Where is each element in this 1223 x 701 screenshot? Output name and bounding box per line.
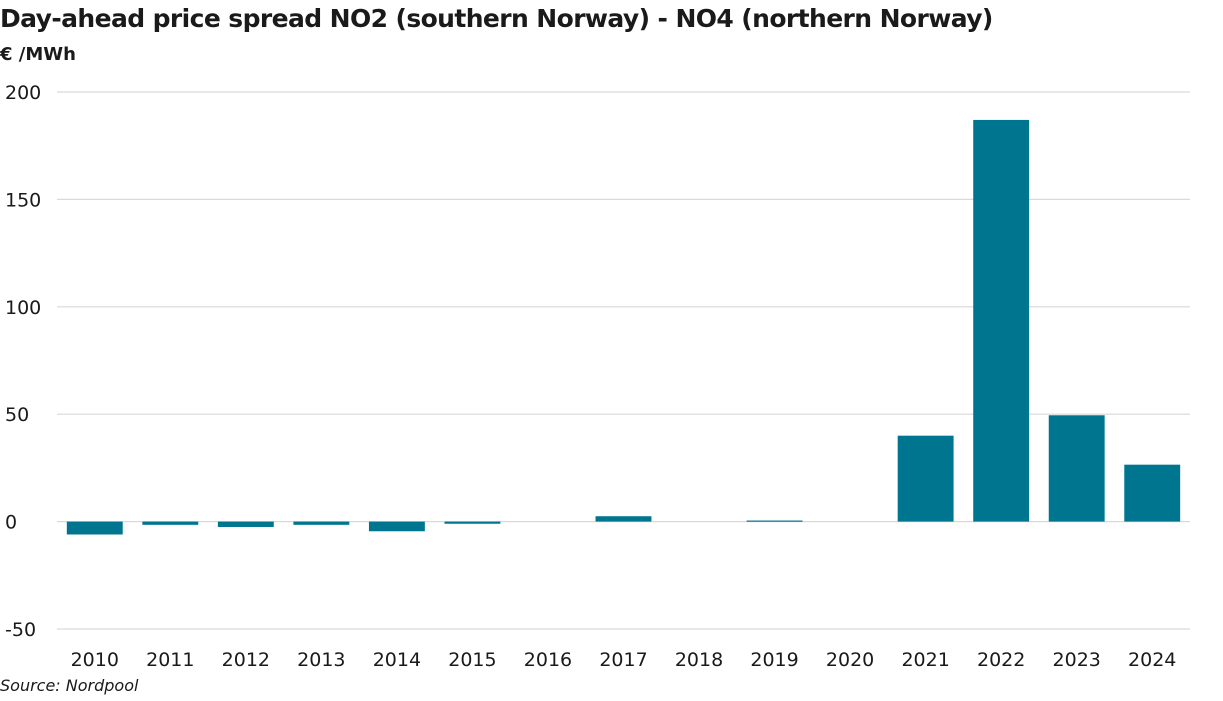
x-tick-label: 2019 — [750, 649, 798, 671]
x-tick-label: 2011 — [146, 649, 194, 671]
y-tick-label: 150 — [5, 189, 41, 211]
y-tick-label: -50 — [5, 619, 36, 641]
chart-title: Day-ahead price spread NO2 (southern Nor… — [0, 4, 993, 33]
y-tick-label: 50 — [5, 404, 29, 426]
y-tick-label: 200 — [5, 82, 41, 104]
bars — [66, 119, 1181, 535]
x-tick-label: 2020 — [826, 649, 874, 671]
bar-2013 — [293, 521, 350, 525]
bar-2024 — [1124, 464, 1181, 522]
x-tick-label: 2010 — [71, 649, 119, 671]
y-tick-label: 0 — [5, 512, 17, 534]
x-tick-label: 2014 — [373, 649, 421, 671]
x-tick-label: 2012 — [222, 649, 270, 671]
bar-2017 — [595, 516, 652, 522]
bar-2022 — [973, 119, 1030, 522]
bar-2015 — [444, 521, 501, 524]
x-tick-label: 2013 — [297, 649, 345, 671]
x-tick-label: 2021 — [901, 649, 949, 671]
source-note: Source: Nordpool — [0, 676, 139, 695]
bar-2011 — [142, 521, 199, 525]
bar-2023 — [1048, 415, 1105, 522]
x-axis-ticks: 2010 2011 2012 2013 2014 2015 2016 2017 2018 2019… — [71, 649, 1177, 671]
y-axis-unit-label: € /MWh — [0, 44, 76, 65]
bar-2021 — [897, 435, 954, 522]
bar-2019 — [746, 520, 803, 522]
bar-2012 — [217, 521, 274, 527]
x-tick-label: 2023 — [1053, 649, 1101, 671]
x-tick-label: 2024 — [1128, 649, 1176, 671]
x-tick-label: 2017 — [599, 649, 647, 671]
x-tick-label: 2018 — [675, 649, 723, 671]
x-tick-label: 2015 — [448, 649, 496, 671]
y-axis-ticks: 200 150 100 50 0 -50 — [5, 82, 41, 641]
bar-2014 — [368, 521, 425, 532]
bar-2010 — [66, 521, 123, 535]
x-tick-label: 2022 — [977, 649, 1025, 671]
y-tick-label: 100 — [5, 297, 41, 319]
x-tick-label: 2016 — [524, 649, 572, 671]
